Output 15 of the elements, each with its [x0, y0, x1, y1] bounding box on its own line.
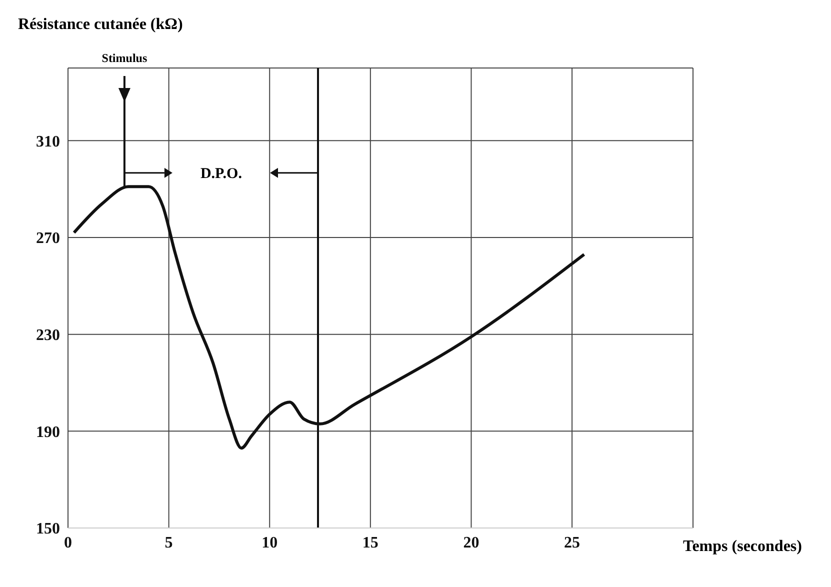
x-tick-label: 25	[564, 534, 580, 552]
y-tick-label: 150	[36, 520, 60, 538]
y-axis-title: Résistance cutanée (kΩ)	[18, 16, 183, 34]
y-tick-label: 190	[36, 424, 60, 441]
x-tick-label: 0	[64, 534, 72, 552]
x-tick-label: 10	[262, 534, 278, 552]
annotation: D.P.O.	[200, 166, 242, 182]
x-axis-title: Temps (secondes)	[683, 538, 802, 556]
x-tick-label: 20	[463, 534, 480, 552]
x-tick-label: 5	[164, 534, 173, 552]
y-tick-label: 270	[36, 230, 60, 248]
y-tick-label: 310	[36, 133, 60, 150]
x-tick-label: 15	[362, 534, 378, 552]
annotation: Stimulus	[102, 51, 148, 65]
y-tick-label: 230	[36, 326, 60, 344]
